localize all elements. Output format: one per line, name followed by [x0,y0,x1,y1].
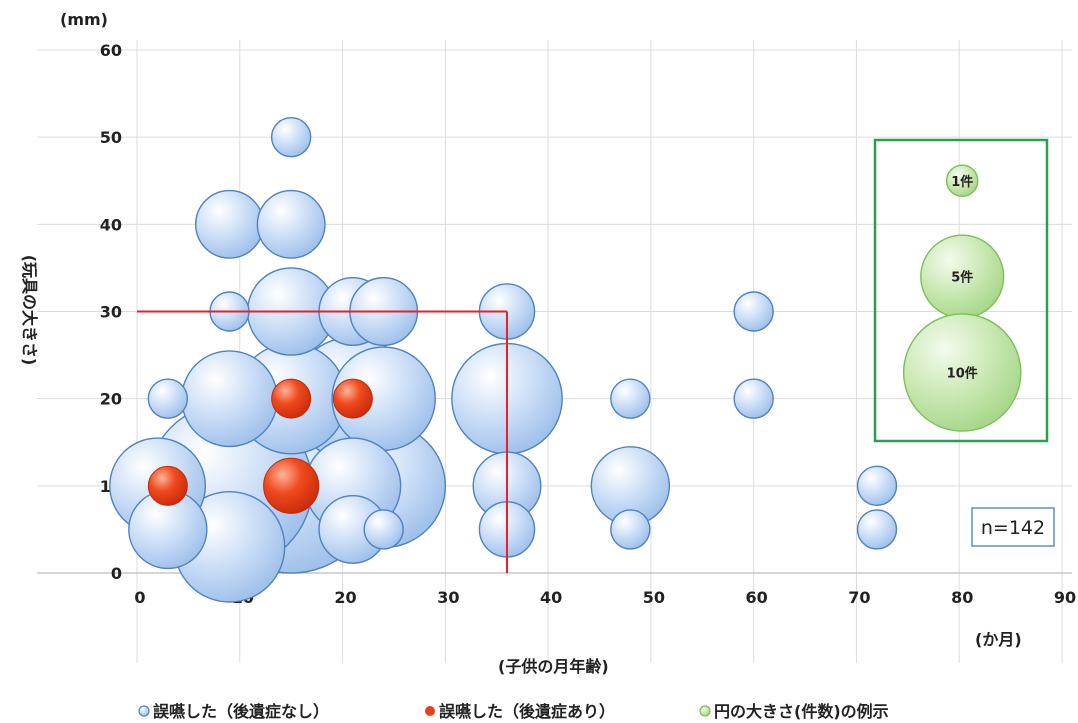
x-unit-label: (か月) [975,630,1022,649]
bubble-point [363,509,404,550]
bubble-point [610,378,651,419]
size-example-bubble [945,164,979,198]
x-tick-label: 60 [746,588,768,607]
sample-size-label: n=142 [981,517,1045,539]
x-tick-label: 0 [134,588,145,607]
y-tick-label: 50 [100,128,122,147]
x-tick-label: 70 [848,588,870,607]
y-unit-label: (mm) [60,10,108,29]
x-axis-label: (子供の月年齢) [498,657,609,676]
y-tick-label: 30 [100,303,122,322]
bubble-point-aftereffect [263,457,320,514]
legend: 誤嚥した（後遺症なし） 誤嚥した（後遺症あり） 円の大きさ(件数)の例示 [138,702,889,721]
legend-label-with-aftereffects: 誤嚥した（後遺症あり） [439,702,615,721]
legend-marker-no-aftereffects [138,705,150,717]
size-legend-box [873,138,1049,443]
bubble-point [733,378,774,419]
bubble-point-aftereffect [332,378,373,419]
size-example-label: 5件 [951,270,973,286]
y-tick-label: 40 [100,215,122,234]
legend-marker-size-example [699,705,711,717]
reference-lines [137,310,508,573]
bubble-point [856,465,898,507]
bubble-point-aftereffect [147,465,188,506]
bubble-point [256,189,326,259]
size-legend-examples: 1件 5件 10件 [902,164,1022,432]
x-tick-label: 30 [437,588,459,607]
y-tick-label: 60 [100,41,122,60]
tick-labels: 01020304050607080900102030405060 [100,41,1076,607]
x-tick-label: 80 [951,588,973,607]
x-tick-label: 20 [334,588,356,607]
x-tick-label: 40 [540,588,562,607]
bubble-point-aftereffect [271,378,312,419]
bubble-point [181,350,278,448]
size-example-bubble [902,313,1022,432]
size-example-label: 10件 [947,366,978,382]
x-tick-label: 90 [1054,588,1076,607]
sample-size-box: n=142 [971,507,1055,547]
size-example-label: 1件 [951,174,973,190]
legend-label-no-aftereffects: 誤嚥した（後遺症なし） [153,702,329,721]
bubble-point [195,189,264,259]
bubble-point [610,509,651,550]
x-tick-label: 50 [643,588,665,607]
y-tick-label: 0 [111,564,122,583]
bubble-point [856,509,898,550]
y-tick-label: 20 [100,390,122,409]
legend-marker-with-aftereffects [425,706,435,716]
series-with-aftereffects [147,378,373,514]
legend-label-size-example: 円の大きさ(件数)の例示 [714,702,889,721]
bubble-point [733,291,774,332]
bubble-point [270,116,312,158]
y-axis-label: (玩具の大きさ) [20,255,39,366]
series-no-aftereffects [109,116,898,603]
bubble-point [147,378,189,419]
